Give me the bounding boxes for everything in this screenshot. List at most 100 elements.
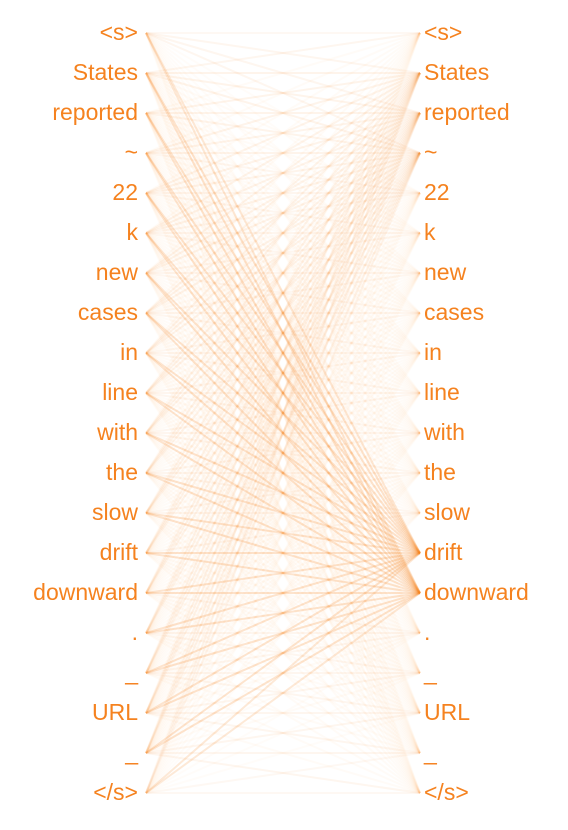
left-token[interactable]: new (96, 259, 139, 285)
right-token[interactable]: reported (424, 99, 510, 125)
right-token[interactable]: URL (424, 699, 470, 725)
attention-edge (145, 72, 421, 394)
attention-edge (145, 152, 421, 474)
right-token[interactable]: k (424, 219, 436, 245)
attention-edge (145, 192, 421, 554)
left-token[interactable]: the (106, 459, 138, 485)
attention-edge (145, 752, 421, 794)
attention-edge (145, 352, 421, 394)
left-token[interactable]: 22 (112, 179, 138, 205)
attention-edge (145, 72, 421, 154)
attention-edge (145, 432, 421, 474)
right-token[interactable]: downward (424, 579, 529, 605)
attention-edge (145, 672, 421, 714)
left-token[interactable]: downward (33, 579, 138, 605)
right-token[interactable]: drift (424, 539, 463, 565)
left-token[interactable]: k (127, 219, 139, 245)
attention-edge (145, 112, 421, 794)
left-token[interactable]: drift (100, 539, 139, 565)
attention-edge (145, 672, 421, 714)
attention-edge (145, 72, 421, 274)
attention-edge (145, 632, 421, 674)
attention-edge (145, 72, 421, 714)
left-token[interactable]: URL (92, 699, 138, 725)
left-token[interactable]: </s> (93, 779, 138, 805)
attention-edge (145, 272, 421, 594)
attention-edge (145, 112, 421, 674)
attention-edge (145, 112, 421, 234)
right-token[interactable]: . (424, 619, 430, 645)
right-token[interactable]: the (424, 459, 456, 485)
attention-edge (145, 552, 421, 634)
left-token[interactable]: reported (52, 99, 138, 125)
left-token[interactable]: ~ (125, 139, 138, 165)
right-token[interactable]: new (424, 259, 467, 285)
attention-edge (145, 72, 421, 194)
right-token[interactable]: line (424, 379, 460, 405)
attention-edge (145, 152, 421, 634)
attention-edge (145, 552, 421, 674)
attention-edge (145, 152, 421, 674)
left-token[interactable]: line (102, 379, 138, 405)
attention-edge (145, 32, 421, 594)
attention-edge (145, 72, 421, 794)
right-token[interactable]: 22 (424, 179, 450, 205)
attention-edges (145, 32, 421, 794)
attention-edge (145, 592, 421, 754)
attention-edge (145, 152, 421, 274)
attention-edge (145, 152, 421, 394)
left-token-column: <s> States reported ~22 k new cases in line with t… (33, 19, 139, 805)
attention-edge (145, 152, 421, 514)
attention-edge (145, 272, 421, 314)
attention-edge (145, 152, 421, 234)
attention-edge (145, 112, 421, 314)
right-token[interactable]: _ (423, 659, 438, 685)
attention-edge (145, 72, 421, 594)
attention-edge (145, 112, 421, 714)
left-token[interactable]: _ (124, 739, 139, 765)
attention-edge (145, 112, 421, 514)
attention-edge (145, 72, 421, 674)
right-token[interactable]: ~ (424, 139, 437, 165)
attention-edge (145, 392, 421, 594)
attention-edge (145, 592, 421, 634)
left-token[interactable]: with (96, 419, 138, 445)
attention-edge (145, 72, 421, 514)
left-token[interactable]: cases (78, 299, 138, 325)
attention-edge (145, 152, 421, 314)
attention-edge (145, 152, 421, 594)
left-token[interactable]: slow (92, 499, 138, 525)
attention-edge (145, 552, 421, 594)
attention-edge (145, 72, 421, 474)
attention-edge (145, 112, 421, 434)
right-token[interactable]: in (424, 339, 442, 365)
attention-edge (145, 192, 421, 234)
left-token[interactable]: <s> (100, 19, 138, 45)
attention-edge (145, 312, 421, 554)
attention-edge (145, 112, 421, 394)
attention-edge (145, 72, 421, 754)
attention-edge (145, 72, 421, 634)
left-token[interactable]: States (73, 59, 138, 85)
attention-edge (145, 72, 421, 234)
right-token[interactable]: with (423, 419, 465, 445)
right-token[interactable]: <s> (424, 19, 462, 45)
attention-edge (145, 392, 421, 434)
attention-edge (145, 312, 421, 354)
attention-edge (145, 72, 421, 114)
right-token[interactable]: States (424, 59, 489, 85)
left-token[interactable]: _ (124, 659, 139, 685)
attention-edge (145, 72, 421, 114)
attention-edge (145, 152, 421, 554)
attention-edge (145, 72, 421, 434)
right-token[interactable]: </s> (424, 779, 469, 805)
attention-edge (145, 272, 421, 554)
left-token[interactable]: in (120, 339, 138, 365)
attention-edge (145, 352, 421, 594)
right-token[interactable]: _ (423, 739, 438, 765)
left-token[interactable]: . (132, 619, 138, 645)
right-token[interactable]: slow (424, 499, 470, 525)
right-token[interactable]: cases (424, 299, 484, 325)
attention-edge (145, 712, 421, 754)
attention-edge (145, 152, 421, 194)
